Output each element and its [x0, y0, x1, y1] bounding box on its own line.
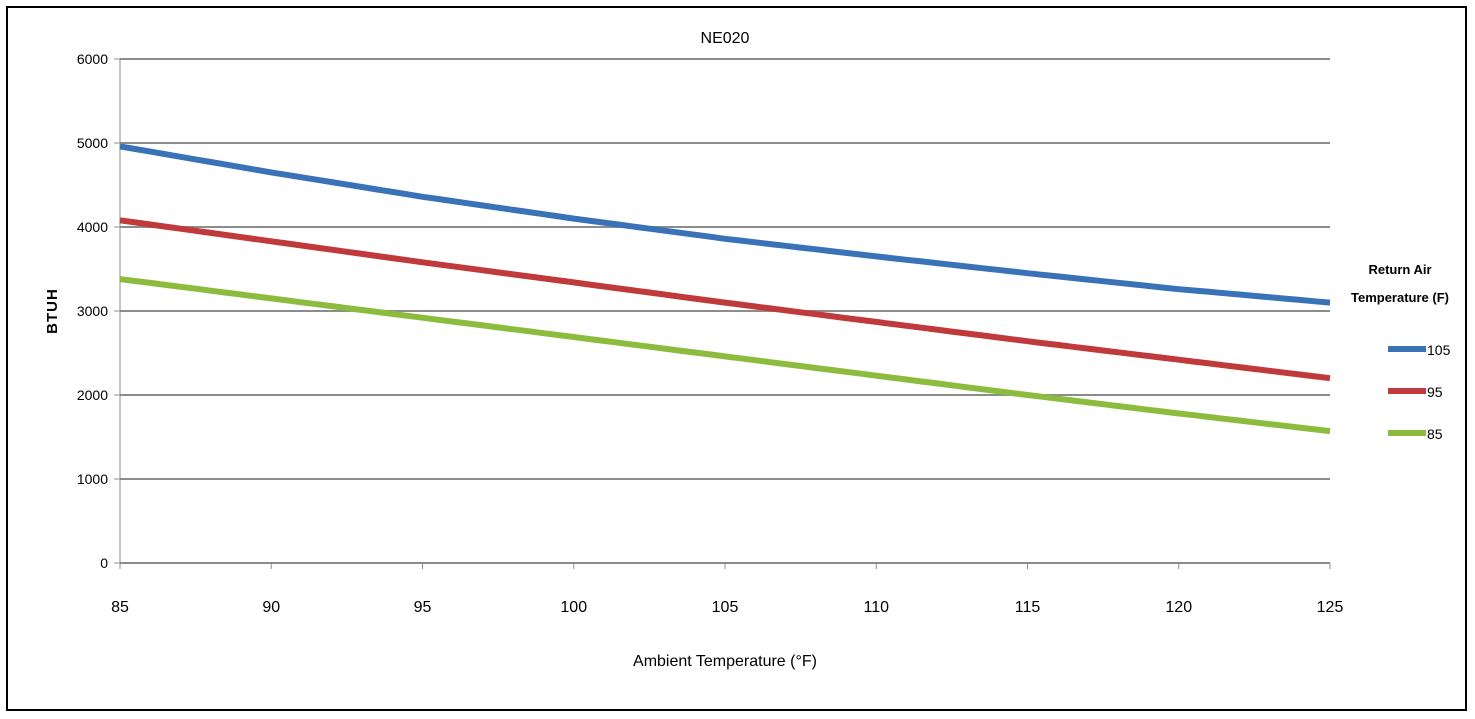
- y-tick-label-3000: 3000: [77, 303, 108, 319]
- legend-label-85: 85: [1427, 426, 1443, 442]
- chart-title: NE020: [701, 30, 750, 47]
- x-tick-label-85: 85: [111, 599, 129, 616]
- x-tick-label-105: 105: [712, 599, 739, 616]
- x-tick-label-125: 125: [1317, 599, 1344, 616]
- x-tick-label-100: 100: [560, 599, 587, 616]
- y-axis-label: BTUH: [44, 288, 61, 334]
- x-tick-label-110: 110: [863, 599, 889, 616]
- y-tick-label-2000: 2000: [77, 387, 108, 403]
- x-tick-label-120: 120: [1165, 599, 1192, 616]
- series-lines: [119, 143, 1331, 435]
- y-tick-label-4000: 4000: [77, 219, 108, 235]
- y-tick-labels: 0 1000 2000 3000 4000 5000 6000: [77, 51, 108, 571]
- legend-title-line1: Return Air: [1368, 262, 1431, 277]
- gridlines: [114, 58, 1331, 569]
- legend-label-95: 95: [1427, 384, 1443, 400]
- legend-label-105: 105: [1427, 342, 1451, 358]
- x-axis-label: Ambient Temperature (°F): [633, 653, 817, 670]
- y-tick-label-0: 0: [100, 555, 108, 571]
- y-tick-label-6000: 6000: [77, 51, 108, 67]
- x-tick-label-90: 90: [262, 599, 280, 616]
- x-tick-labels: 85 90 95 100 105 110 115 120 125: [111, 599, 1343, 616]
- y-tick-label-1000: 1000: [77, 471, 108, 487]
- x-tick-label-115: 115: [1015, 599, 1041, 616]
- series-line-105: [119, 143, 1331, 306]
- legend-title-line2: Temperature (F): [1351, 290, 1449, 305]
- x-tick-label-95: 95: [414, 599, 432, 616]
- series-line-85: [119, 276, 1331, 435]
- legend: 105 95 85: [1388, 342, 1451, 442]
- series-line-95: [119, 217, 1331, 382]
- y-tick-label-5000: 5000: [77, 135, 108, 151]
